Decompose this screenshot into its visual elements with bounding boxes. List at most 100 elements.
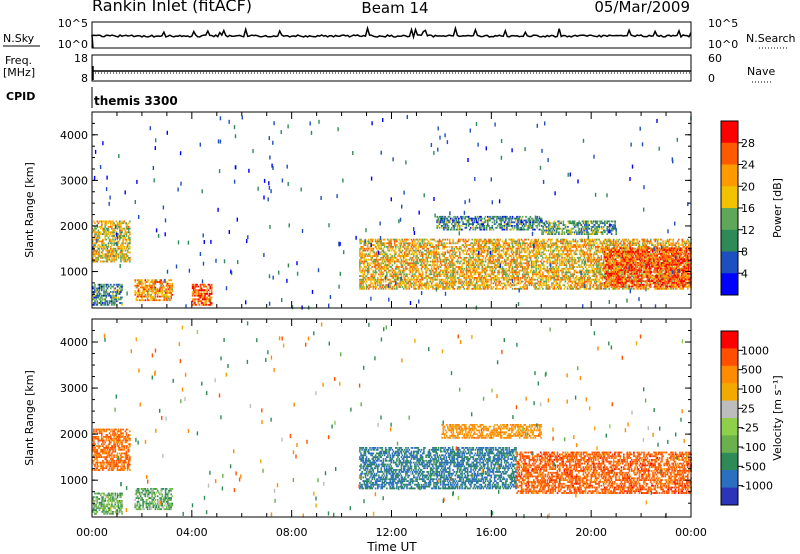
echo-cell bbox=[517, 282, 519, 285]
echo-cell bbox=[378, 269, 380, 272]
echo-cell bbox=[599, 280, 601, 283]
echo-cell bbox=[623, 277, 625, 279]
echo-cell bbox=[487, 249, 489, 252]
echo-cell bbox=[580, 258, 582, 261]
echo-cell bbox=[405, 278, 407, 281]
echo-cell bbox=[461, 275, 463, 277]
echo-cell bbox=[509, 282, 512, 285]
echo-cell bbox=[199, 296, 202, 299]
echo-cell bbox=[490, 277, 493, 279]
echo-cell bbox=[466, 269, 469, 272]
echo-cell bbox=[395, 278, 397, 281]
echo-cell bbox=[145, 288, 148, 291]
echo-cell bbox=[164, 295, 167, 298]
echo-cell bbox=[605, 251, 607, 254]
echo-cell bbox=[559, 260, 561, 263]
echo-cell bbox=[503, 284, 506, 287]
echo-cell bbox=[588, 280, 590, 283]
echo-cell bbox=[420, 267, 423, 270]
echo-cell bbox=[535, 240, 537, 243]
echo-cell bbox=[574, 277, 577, 279]
echo-cell bbox=[442, 273, 444, 276]
echo-cell bbox=[92, 256, 94, 259]
echo-cell bbox=[402, 282, 405, 285]
echo-cell bbox=[545, 242, 548, 245]
echo-cell bbox=[106, 233, 109, 235]
echo-cell bbox=[509, 255, 512, 257]
echo-cell bbox=[483, 282, 486, 285]
echo-cell bbox=[442, 255, 444, 257]
echo-cell bbox=[456, 273, 459, 276]
echo-cell bbox=[99, 246, 102, 248]
echo-cell bbox=[137, 295, 140, 298]
echo-cell bbox=[542, 262, 544, 265]
echo-cell bbox=[556, 256, 559, 259]
echo-cell bbox=[434, 284, 436, 287]
echo-cell bbox=[575, 247, 578, 250]
echo-cell bbox=[582, 262, 585, 265]
echo-cell bbox=[439, 266, 442, 268]
echo-cell bbox=[598, 267, 600, 270]
echo-cell bbox=[377, 240, 379, 243]
echo-cell bbox=[500, 246, 503, 248]
echo-cell bbox=[520, 249, 523, 252]
echo-cell bbox=[596, 251, 598, 254]
echo-cell bbox=[442, 238, 444, 241]
echo-cell bbox=[396, 287, 398, 290]
echo-cell bbox=[530, 277, 533, 279]
echo-cell bbox=[395, 273, 397, 276]
echo-cell bbox=[154, 292, 157, 294]
echo-cell bbox=[491, 255, 494, 257]
echo-cell bbox=[576, 282, 579, 285]
echo-cell bbox=[535, 260, 537, 263]
station-title: Rankin Inlet (fitACF) bbox=[92, 0, 252, 15]
echo-cell bbox=[108, 302, 111, 304]
echo-cell bbox=[107, 251, 110, 254]
echo-cell bbox=[610, 240, 613, 243]
echo-cell bbox=[430, 253, 433, 256]
echo-cell bbox=[116, 227, 119, 230]
echo-cell bbox=[541, 278, 543, 281]
echo-cell bbox=[160, 279, 162, 282]
echo-cell bbox=[194, 291, 196, 293]
echo-cell bbox=[472, 269, 475, 272]
echo-cell bbox=[562, 271, 564, 274]
echo-cell bbox=[584, 240, 587, 243]
echo-cell bbox=[120, 255, 122, 257]
echo-cell bbox=[454, 277, 457, 279]
echo-cell bbox=[472, 251, 475, 254]
echo-cell bbox=[161, 295, 163, 298]
echo-cell bbox=[493, 255, 496, 257]
echo-cell bbox=[474, 277, 477, 279]
echo-cell bbox=[383, 286, 386, 288]
echo-cell bbox=[433, 249, 435, 252]
echo-cell bbox=[427, 260, 430, 263]
echo-cell bbox=[490, 269, 493, 272]
echo-cell bbox=[607, 244, 609, 246]
echo-cell bbox=[410, 277, 413, 279]
echo-cell bbox=[380, 251, 382, 254]
echo-cell bbox=[116, 300, 119, 303]
echo-cell bbox=[526, 286, 528, 288]
echo-cell bbox=[492, 238, 495, 241]
echo-cell bbox=[452, 266, 454, 268]
echo-cell bbox=[163, 295, 166, 298]
echo-cell bbox=[138, 281, 141, 283]
echo-cell bbox=[548, 256, 551, 259]
echo-cell bbox=[371, 275, 373, 277]
echo-cell bbox=[614, 282, 616, 285]
echo-cell bbox=[370, 277, 372, 279]
echo-cell bbox=[126, 244, 129, 246]
echo-cell bbox=[518, 256, 521, 259]
echo-cell bbox=[141, 286, 143, 289]
echo-cell bbox=[605, 287, 607, 290]
echo-cell bbox=[472, 264, 475, 266]
echo-cell bbox=[104, 226, 106, 228]
echo-cell bbox=[111, 258, 113, 261]
echo-cell bbox=[415, 247, 417, 250]
echo-cell bbox=[472, 267, 475, 270]
echo-cell bbox=[521, 280, 524, 283]
echo-cell bbox=[121, 303, 123, 306]
echo-cell bbox=[150, 293, 152, 296]
echo-cell bbox=[611, 244, 614, 246]
